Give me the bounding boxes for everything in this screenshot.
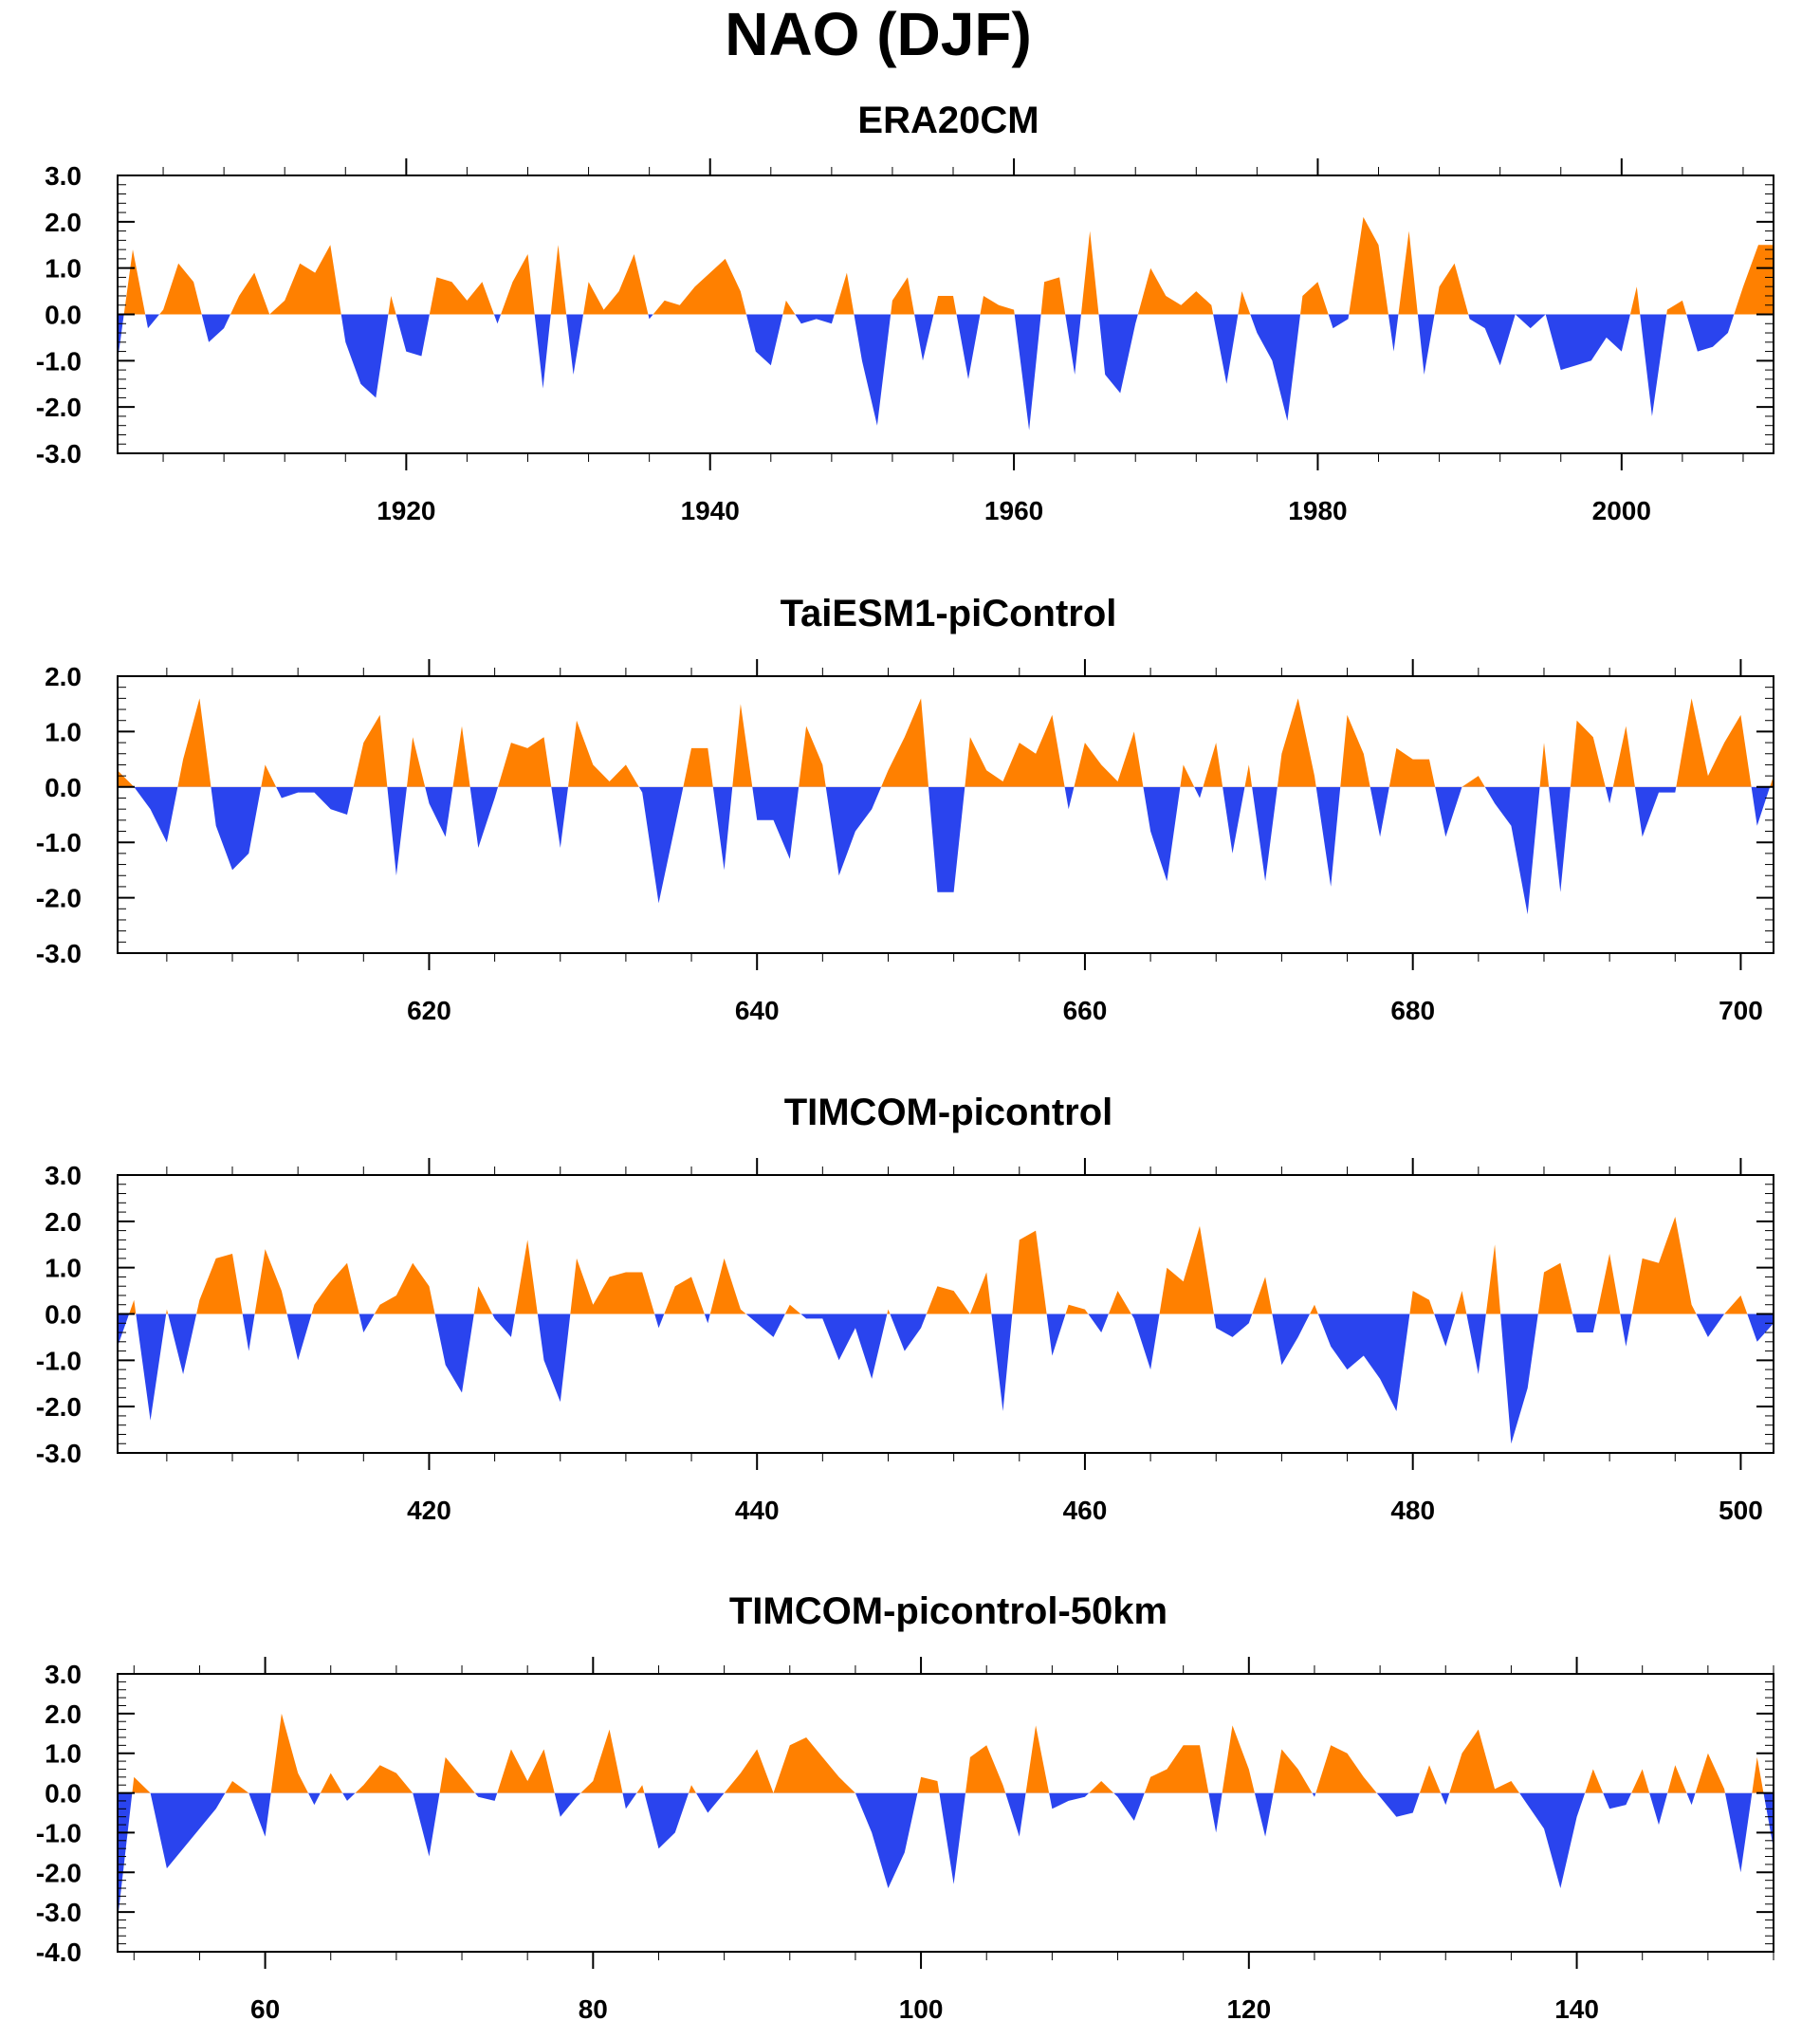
- x-tick-label: 460: [1063, 1496, 1108, 1525]
- x-tick-label: 500: [1719, 1496, 1763, 1525]
- x-tick-label: 2000: [1592, 496, 1651, 525]
- y-tick-label: 1.0: [45, 717, 82, 746]
- plot-frame: [117, 675, 1774, 954]
- x-tick-label: 420: [407, 1496, 451, 1525]
- x-tick-label: 1940: [681, 496, 740, 525]
- y-tick-label: -1.0: [36, 1818, 82, 1847]
- y-tick-label: 2.0: [45, 1699, 82, 1729]
- y-tick-label: -3.0: [36, 1898, 82, 1927]
- figure-title: NAO (DJF): [725, 0, 1032, 68]
- y-tick-label: -1.0: [36, 1346, 82, 1375]
- positive-anomaly-area: [132, 1713, 1764, 1793]
- x-tick-label: 120: [1226, 1994, 1271, 2024]
- y-tick-label: 1.0: [45, 1739, 82, 1769]
- x-tick-label: 440: [735, 1496, 780, 1525]
- y-tick-label: 3.0: [45, 1161, 82, 1190]
- y-tick-label: -1.0: [36, 828, 82, 857]
- y-tick-label: 2.0: [45, 208, 82, 237]
- y-tick-label: 0.0: [45, 1779, 82, 1809]
- y-tick-label: 2.0: [45, 662, 82, 691]
- y-tick-label: -2.0: [36, 1858, 82, 1887]
- panel-title-era20cm: ERA20CM: [857, 100, 1039, 141]
- panel-era20cm: ERA20CM 3.0 2.0 1.0 0.0 -1.0 -2.0 -3.0 1920 1940…: [36, 100, 1774, 525]
- plot-frame: [117, 1673, 1774, 1953]
- y-tick-label: -4.0: [36, 1938, 82, 1967]
- y-tick-label: -3.0: [36, 1439, 82, 1468]
- x-tick-label: 680: [1390, 996, 1435, 1025]
- y-tick-label: -3.0: [36, 439, 82, 468]
- x-tick-label: 660: [1063, 996, 1108, 1025]
- y-tick-label: 3.0: [45, 1660, 82, 1689]
- y-tick-label: 0.0: [45, 773, 82, 802]
- panel-title-taiesm1-picontrol: TaiESM1-piControl: [781, 593, 1117, 634]
- x-tick-label: 620: [407, 996, 451, 1025]
- negative-anomaly-area: [118, 1313, 1774, 1444]
- x-tick-label: 140: [1554, 1994, 1599, 2024]
- panel-timcom-picontrol: TIMCOM-picontrol 3.0 2.0 1.0 0.0 -1.0 -2.0 -3.…: [36, 1092, 1774, 1525]
- x-tick-label: 700: [1719, 996, 1763, 1025]
- x-tick-label: 1960: [984, 496, 1043, 525]
- negative-anomaly-area: [118, 786, 1774, 915]
- positive-anomaly-area: [118, 216, 1774, 315]
- x-tick-label: 1980: [1288, 496, 1347, 525]
- y-tick-label: 2.0: [45, 1207, 82, 1237]
- y-tick-label: 1.0: [45, 1254, 82, 1283]
- panel-title-timcom-picontrol: TIMCOM-picontrol: [784, 1092, 1113, 1133]
- y-tick-label: -2.0: [36, 1392, 82, 1422]
- negative-anomaly-area: [118, 1792, 1774, 1920]
- panel-title-timcom-picontrol-50km: TIMCOM-picontrol-50km: [729, 1590, 1167, 1632]
- x-tick-label: 60: [250, 1994, 280, 2024]
- x-tick-label: 480: [1390, 1496, 1435, 1525]
- x-tick-label: 1920: [377, 496, 435, 525]
- x-tick-label: 100: [899, 1994, 944, 2024]
- y-tick-label: -1.0: [36, 346, 82, 376]
- panel-taiesm1-picontrol: TaiESM1-piControl 2.0 1.0 0.0 -1.0 -2.0 -3.0 6…: [36, 593, 1774, 1025]
- panel-timcom-picontrol-50km: TIMCOM-picontrol-50km 3.0 2.0 1.0 0.0 -1.0 -2…: [36, 1590, 1774, 2024]
- x-tick-label: 640: [735, 996, 780, 1025]
- positive-anomaly-area: [118, 1217, 1774, 1314]
- y-tick-label: 0.0: [45, 1300, 82, 1330]
- negative-anomaly-area: [118, 314, 1774, 431]
- y-tick-label: -2.0: [36, 393, 82, 422]
- y-tick-label: -2.0: [36, 884, 82, 913]
- y-tick-label: 0.0: [45, 301, 82, 330]
- y-tick-label: -3.0: [36, 939, 82, 968]
- y-tick-label: 1.0: [45, 254, 82, 284]
- x-tick-label: 80: [579, 1994, 608, 2024]
- y-tick-label: 3.0: [45, 161, 82, 191]
- positive-anomaly-area: [118, 698, 1774, 787]
